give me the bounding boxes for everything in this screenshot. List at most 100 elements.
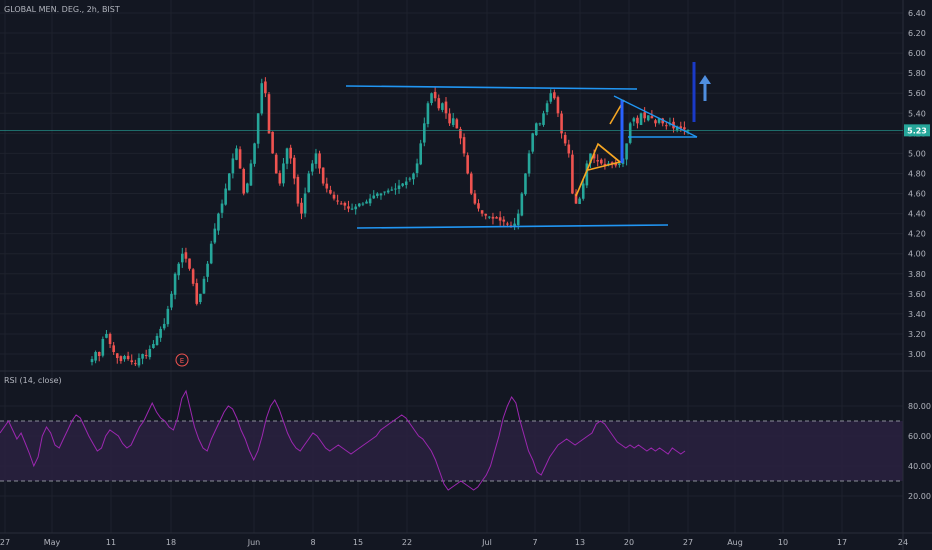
- symbol-legend[interactable]: GLOBAL MEN. DEG., 2h, BIST: [4, 5, 120, 14]
- candle: [209, 240, 213, 265]
- candle: [386, 188, 390, 194]
- time-axis[interactable]: 27 May 11 18 Jun 8 15 22 Jul 7 13 20 27 Aug 10 17 24: [0, 538, 908, 547]
- time-tick-label: 22: [402, 538, 412, 547]
- candle: [162, 318, 166, 331]
- candle: [354, 204, 357, 215]
- candle: [404, 177, 408, 189]
- candle: [130, 354, 134, 365]
- channel-bottom-line[interactable]: [356, 224, 669, 229]
- candle: [477, 199, 480, 212]
- candle: [242, 167, 246, 196]
- candle: [527, 150, 531, 177]
- candle: [618, 162, 621, 168]
- candle: [137, 353, 141, 368]
- candle: [155, 333, 159, 346]
- candle: [426, 101, 430, 128]
- rsi-tick-label: 40.00: [908, 462, 931, 471]
- candle: [278, 170, 282, 186]
- price-tick-label: 3.60: [908, 290, 926, 299]
- candle: [289, 144, 292, 164]
- candle: [498, 211, 502, 226]
- triangle-upper-line[interactable]: [613, 95, 698, 138]
- candle: [177, 262, 180, 280]
- rsi-legend[interactable]: RSI (14, close): [4, 376, 62, 385]
- candle: [423, 117, 426, 147]
- rsi-axis[interactable]: 80.00 60.00 40.00 20.00: [908, 402, 931, 501]
- candle: [553, 89, 556, 100]
- candle: [574, 189, 578, 204]
- candle: [112, 341, 115, 355]
- candle: [166, 305, 170, 327]
- orange-triangle-base[interactable]: [597, 143, 621, 163]
- candle: [444, 97, 448, 119]
- candle: [379, 192, 383, 200]
- rsi-tick-label: 60.00: [908, 432, 931, 441]
- price-tick-label: 5.60: [908, 89, 926, 98]
- candle: [513, 217, 516, 231]
- earnings-badge[interactable]: E: [175, 353, 189, 367]
- candle: [238, 146, 242, 169]
- candle: [94, 350, 97, 364]
- candle: [282, 157, 285, 187]
- candle: [191, 268, 195, 287]
- price-tick-label: 5.00: [908, 149, 926, 158]
- candle: [343, 201, 347, 211]
- candle: [383, 191, 386, 196]
- candle: [372, 190, 376, 199]
- candle: [224, 183, 227, 206]
- candle: [339, 201, 343, 205]
- candle: [134, 359, 137, 367]
- candle: [90, 356, 94, 366]
- time-tick-label: 17: [837, 538, 847, 547]
- candle: [433, 87, 437, 102]
- candle: [545, 100, 549, 116]
- candle: [253, 142, 256, 167]
- candle: [625, 143, 628, 166]
- candle: [451, 112, 455, 128]
- candle: [397, 179, 401, 194]
- time-tick-label: May: [44, 538, 61, 547]
- candle: [213, 223, 217, 245]
- candle: [430, 92, 433, 106]
- candle: [459, 126, 462, 145]
- candle: [646, 115, 650, 122]
- channel-top-line[interactable]: [345, 85, 638, 90]
- candle: [455, 117, 459, 129]
- candle: [300, 198, 303, 220]
- candle: [350, 203, 354, 211]
- candle: [488, 216, 491, 220]
- time-tick-label: 27: [0, 538, 10, 547]
- drawing-layer[interactable]: [345, 62, 711, 229]
- candle: [202, 276, 206, 295]
- candle: [159, 326, 162, 342]
- candle: [267, 92, 271, 134]
- candle: [264, 77, 267, 98]
- price-axis[interactable]: 6.406.206.005.805.605.405.205.004.804.60…: [908, 9, 926, 359]
- candle: [217, 212, 220, 235]
- price-tick-label: 4.60: [908, 190, 926, 199]
- candle: [368, 194, 372, 207]
- candle: [412, 172, 415, 185]
- candle: [567, 139, 571, 158]
- time-tick-label: 15: [353, 538, 363, 547]
- candle: [108, 332, 112, 349]
- time-tick-label: 7: [532, 538, 537, 547]
- candle: [542, 110, 545, 127]
- candle: [123, 354, 126, 362]
- candle: [184, 247, 188, 263]
- price-tick-label: 5.40: [908, 109, 926, 118]
- candle: [249, 159, 253, 187]
- candle: [260, 78, 264, 116]
- price-tick-label: 5.80: [908, 69, 926, 78]
- candle: [661, 117, 665, 127]
- candle: [181, 247, 184, 268]
- candle: [448, 108, 451, 126]
- candle: [556, 95, 560, 118]
- candle: [534, 122, 538, 136]
- candle: [285, 147, 289, 170]
- candle: [473, 190, 477, 205]
- candle: [126, 351, 130, 361]
- candle: [357, 203, 361, 208]
- arrow-up-icon[interactable]: [699, 75, 711, 101]
